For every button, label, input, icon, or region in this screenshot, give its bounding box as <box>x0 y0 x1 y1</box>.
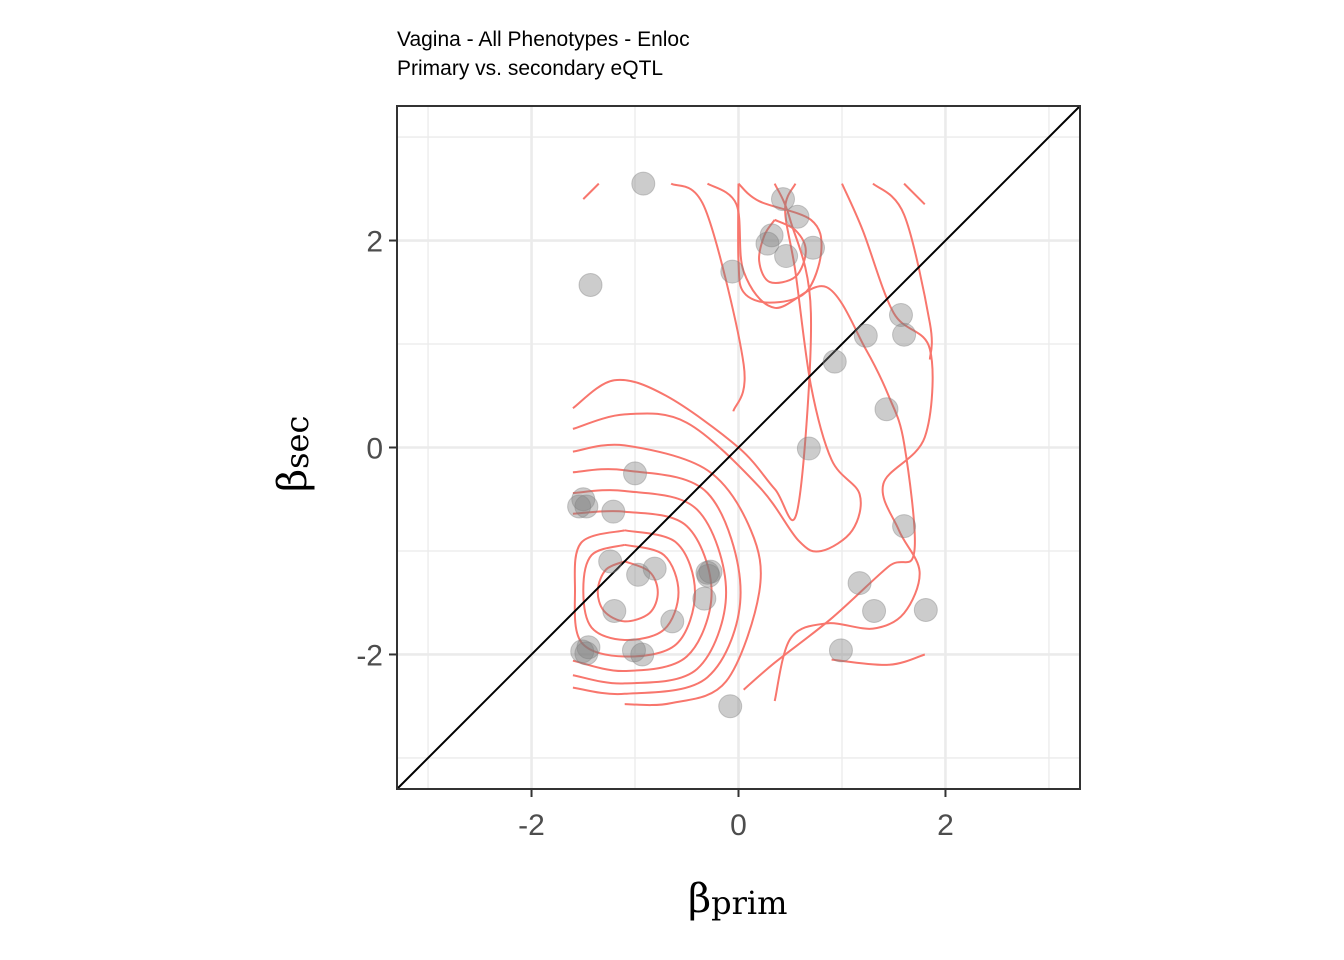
contour-line <box>572 183 862 553</box>
data-point <box>822 349 847 374</box>
data-point <box>770 187 795 212</box>
data-point <box>759 223 784 248</box>
data-point <box>696 563 721 588</box>
contour-line <box>831 653 926 666</box>
density-contours <box>572 182 934 707</box>
data-point <box>892 322 917 347</box>
data-point <box>862 599 887 624</box>
data-point <box>567 494 592 519</box>
data-point <box>660 609 685 634</box>
x-axis-label-subscript: prim <box>711 884 787 922</box>
x-axis: -2 0 2 <box>518 789 954 842</box>
identity-line <box>396 105 1081 790</box>
data-point <box>630 642 655 667</box>
data-point <box>695 560 720 585</box>
y-axis-label-symbol: β <box>270 469 316 492</box>
contour-line <box>903 182 926 206</box>
data-point <box>785 204 810 229</box>
data-point <box>601 499 626 524</box>
y-tick-label: 0 <box>366 433 383 466</box>
y-axis-label-subscript: sec <box>278 416 316 469</box>
data-point <box>578 273 603 298</box>
y-axis-label: βsec <box>270 416 316 492</box>
contour-line <box>572 443 762 707</box>
data-point <box>570 639 595 664</box>
data-point <box>574 641 599 666</box>
data-point <box>698 559 723 584</box>
contour-line <box>572 510 713 673</box>
contour-line <box>670 182 746 412</box>
data-point <box>828 638 853 663</box>
chart-title: Vagina - All Phenotypes - Enloc <box>397 28 690 51</box>
data-point <box>642 556 667 581</box>
x-axis-label: βprim <box>688 876 787 922</box>
contour-line <box>773 183 934 702</box>
contour-line <box>572 468 742 696</box>
data-points <box>567 171 938 719</box>
data-point <box>801 235 826 260</box>
data-point <box>576 635 601 660</box>
data-point <box>718 694 743 719</box>
data-point <box>574 494 599 519</box>
x-axis-label-symbol: β <box>688 876 711 922</box>
contour-line <box>573 529 697 658</box>
data-point <box>720 259 745 284</box>
data-point <box>602 599 627 624</box>
y-axis: -2 0 2 <box>356 226 397 672</box>
x-tick-label: 2 <box>937 809 954 842</box>
contour-line <box>706 182 916 691</box>
data-point <box>626 562 651 587</box>
data-point <box>913 597 938 622</box>
data-point <box>755 231 780 256</box>
contour-line <box>572 183 813 521</box>
data-point <box>796 436 821 461</box>
data-point <box>631 171 656 196</box>
contour-line <box>596 560 659 623</box>
chart-subtitle: Primary vs. secondary eQTL <box>397 57 663 80</box>
data-point <box>774 244 799 269</box>
contour-line <box>737 182 823 304</box>
data-point <box>692 586 717 611</box>
contour-line <box>872 182 933 360</box>
data-point <box>853 323 878 348</box>
contour-line <box>572 489 728 685</box>
x-tick-label: 0 <box>730 809 747 842</box>
data-point <box>892 514 917 539</box>
data-point <box>623 461 648 486</box>
plot-panel <box>396 105 1081 790</box>
data-point <box>598 549 623 574</box>
y-tick-label: 2 <box>366 226 383 259</box>
data-point <box>621 638 646 663</box>
data-point <box>888 303 913 328</box>
y-tick-label: -2 <box>356 639 383 672</box>
contour-line <box>758 218 807 284</box>
contour-line <box>582 182 600 200</box>
data-point <box>874 397 899 422</box>
contour-line <box>582 543 680 642</box>
data-point <box>571 487 596 512</box>
data-point <box>847 571 872 596</box>
x-tick-label: -2 <box>518 809 545 842</box>
